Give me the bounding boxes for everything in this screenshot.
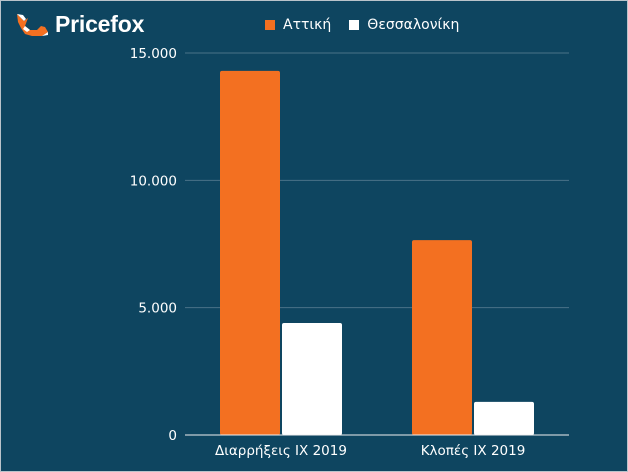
legend-swatch-series-1: [265, 20, 275, 30]
y-axis-tick-labels: 0 5.000 10.000 15.000: [130, 46, 177, 444]
y-tick-label: 10.000: [130, 173, 177, 189]
bar-series-1: [220, 70, 280, 436]
legend-label-series-2: Θεσσαλονίκη: [367, 17, 460, 33]
x-category-label: Κλοπές ΙΧ 2019: [421, 443, 526, 459]
x-axis-category-labels: Διαρρήξεις ΙΧ 2019 Κλοπές ΙΧ 2019: [215, 443, 525, 459]
legend-item-series-2: Θεσσαλονίκη: [349, 17, 459, 33]
legend-swatch-series-2: [349, 20, 360, 30]
bar-series-2: [282, 322, 342, 435]
fox-icon: [17, 13, 48, 36]
x-category-label: Διαρρήξεις ΙΧ 2019: [215, 443, 347, 459]
bar-series-1: [412, 240, 472, 435]
y-tick-label: 5.000: [138, 301, 177, 317]
legend-label-series-1: Αττική: [283, 17, 332, 33]
chart-legend: Αττική Θεσσαλονίκη: [265, 17, 459, 33]
y-tick-label: 0: [168, 428, 177, 444]
bars: [220, 70, 534, 436]
bar-series-2: [474, 401, 534, 435]
legend-item-series-1: Αττική: [265, 17, 331, 33]
brand-logo: Pricefox: [15, 11, 144, 38]
y-tick-label: 15.000: [130, 46, 177, 62]
brand-name: Pricefox: [55, 11, 145, 37]
